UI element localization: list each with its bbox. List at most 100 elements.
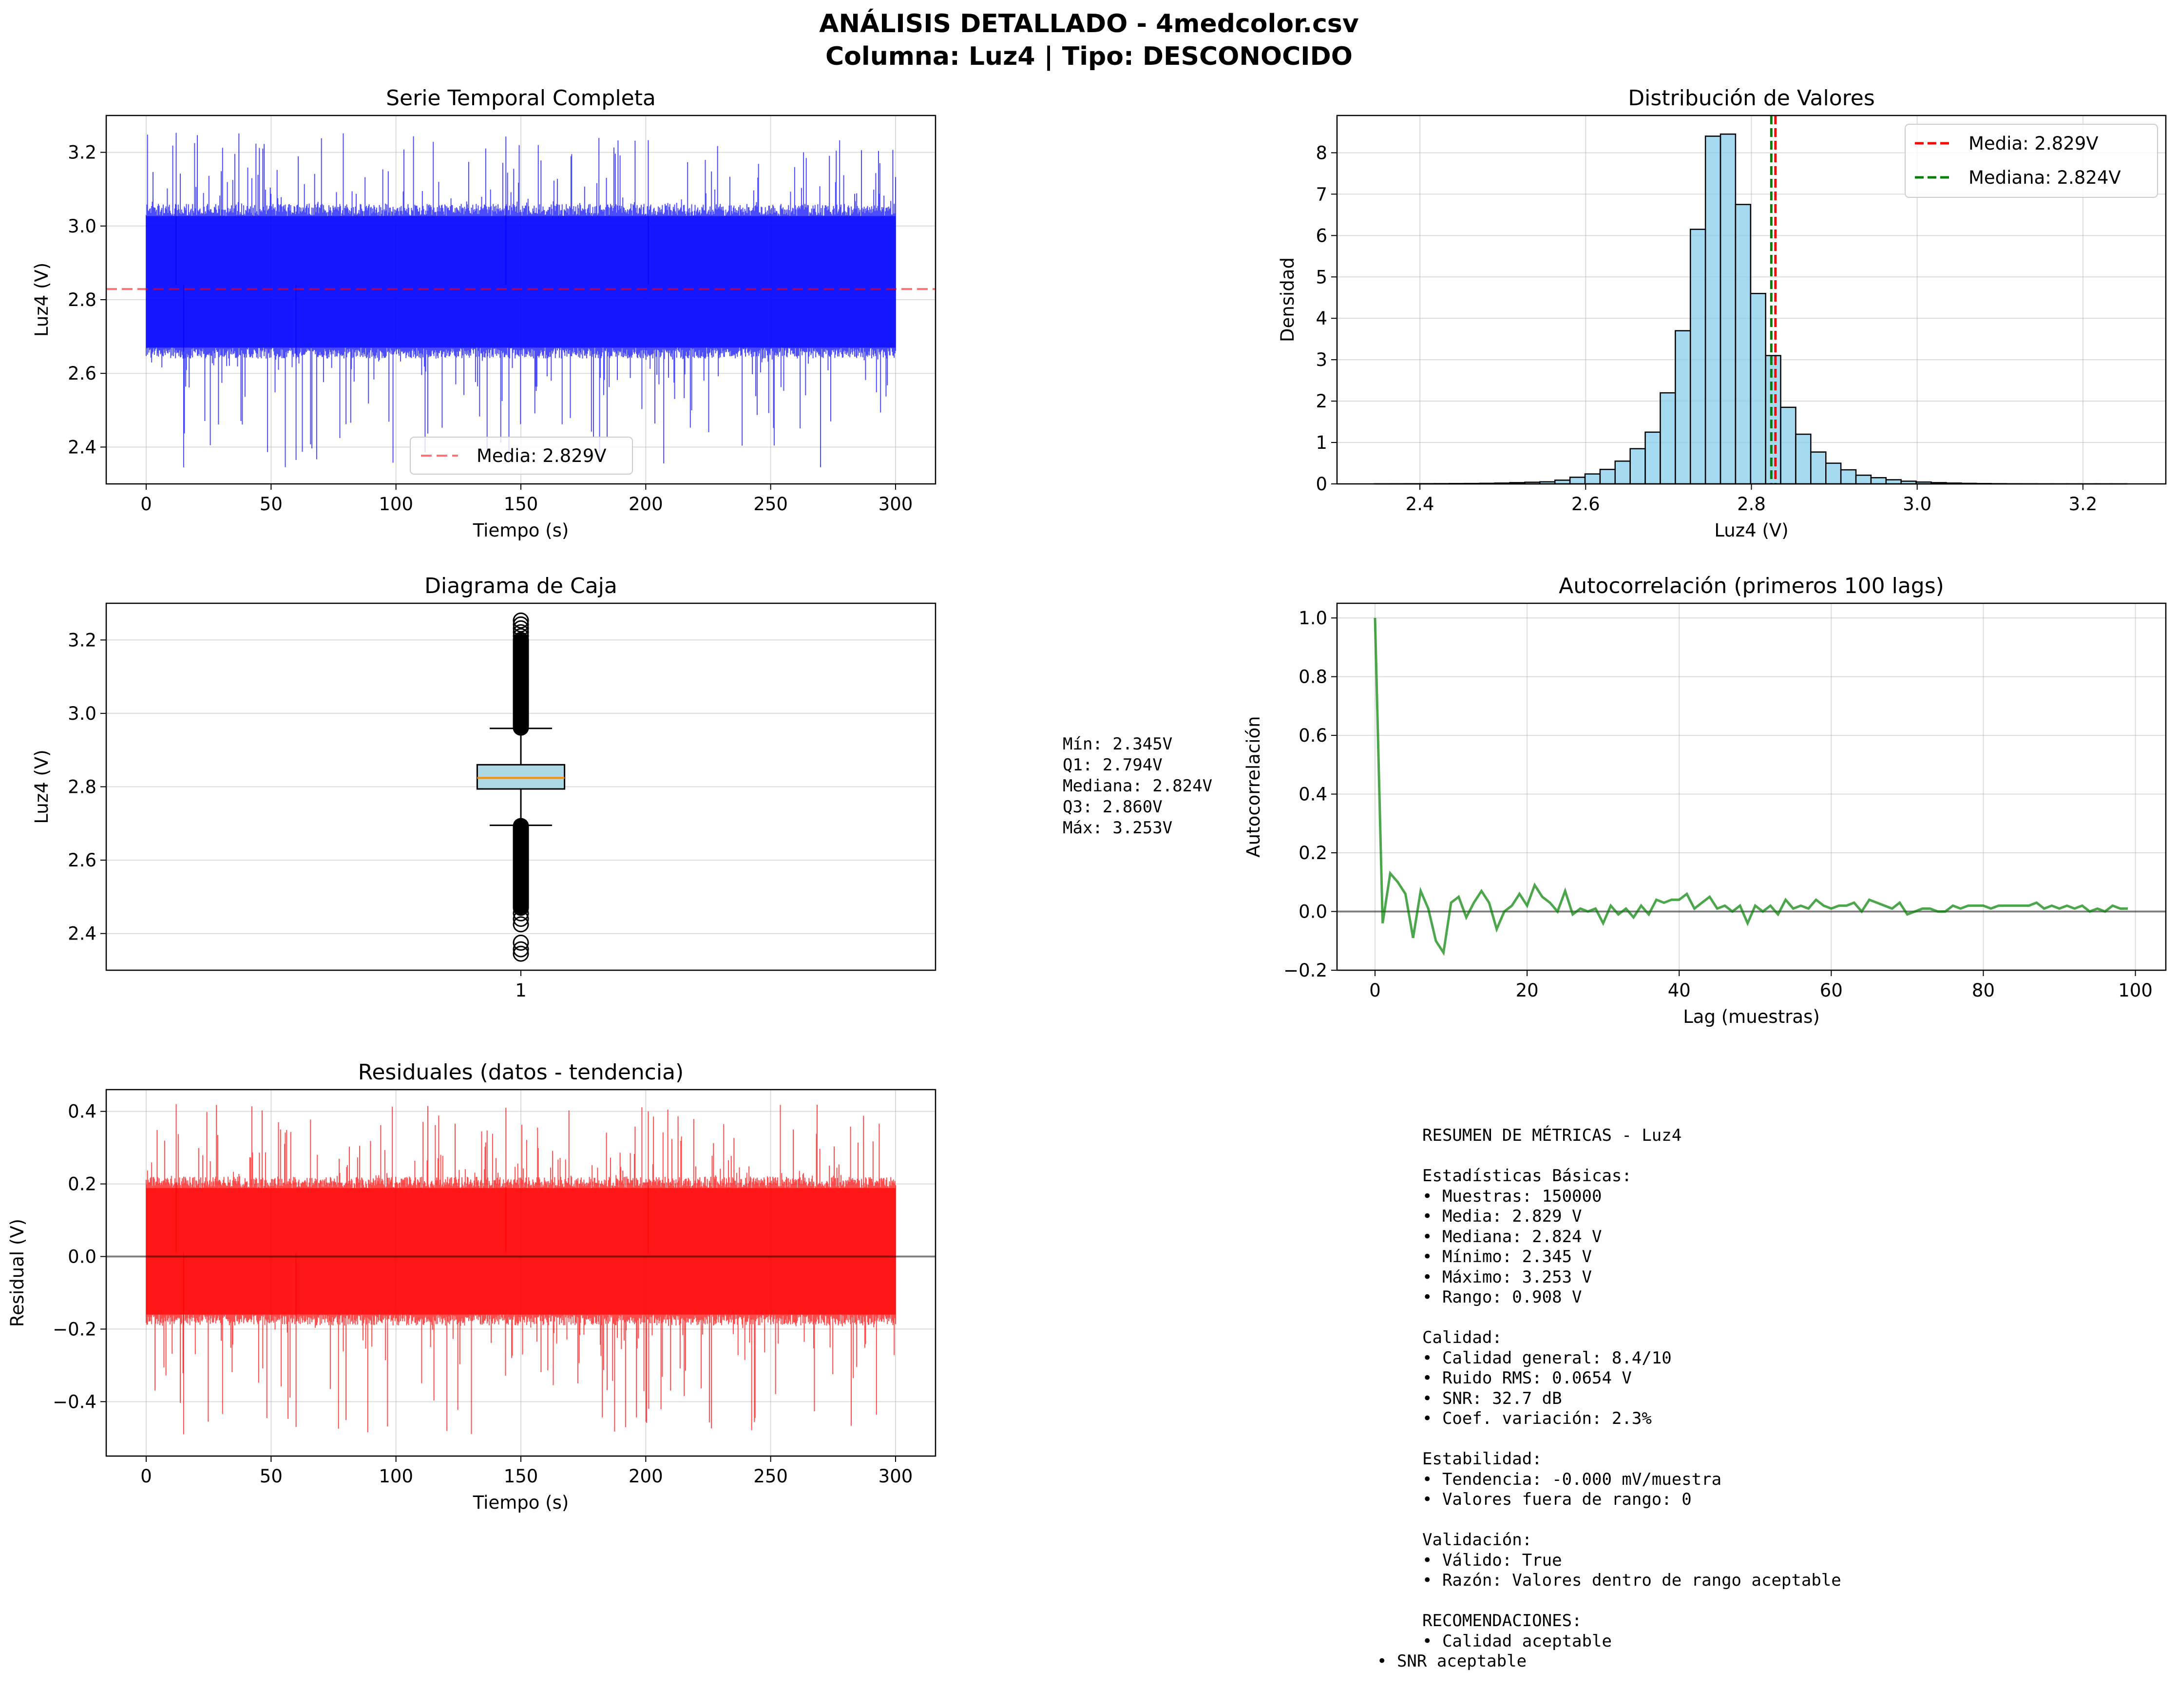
x-tick-label: 0	[140, 1466, 152, 1487]
panel-title: Residuales (datos - tendencia)	[358, 1060, 684, 1085]
histogram-bar	[1675, 330, 1691, 485]
summary-line: • Valores fuera de rango: 0	[1422, 1490, 1692, 1509]
x-tick-label: 150	[504, 1466, 538, 1487]
box-stat-line: Mín: 2.345V	[1063, 734, 1173, 754]
y-tick-label: 1	[1316, 432, 1327, 453]
y-tick-label: 0.2	[68, 1174, 96, 1195]
x-tick-label: 150	[504, 494, 538, 515]
y-tick-label: −0.2	[1283, 960, 1327, 981]
x-tick-label: 250	[753, 1466, 788, 1487]
axes-frame	[105, 115, 936, 485]
outlier-point	[513, 632, 529, 648]
x-tick-label: 20	[1516, 980, 1539, 1001]
axes-frame	[1336, 115, 2167, 485]
autocorrelation-panel: −0.2 0.0 0.2 0.4 0.6 0.8 1.0 0 20 40 60 80 100 Autoco…	[1243, 574, 2167, 1027]
y-tick-label: 2.4	[68, 437, 96, 458]
histogram-panel: 0 1 2 3 4 5 6 7 8 2.4 2.6 2.8 3.0 3.2 Distribución de …	[1277, 86, 2167, 541]
summary-line: Estadísticas Básicas:	[1422, 1166, 1632, 1186]
x-tick-label: 250	[753, 494, 788, 515]
summary-line	[1422, 1429, 1841, 1450]
histogram-bar	[1765, 355, 1781, 485]
series-residual	[146, 1104, 896, 1435]
x-axis-label: Lag (muestras)	[1683, 1006, 1820, 1027]
y-tick-label: 3.2	[68, 630, 96, 651]
summary-line: • Rango: 0.908 V	[1422, 1287, 1582, 1307]
y-tick-label: 0.4	[68, 1101, 96, 1122]
box-stat-line: Q3: 2.860V	[1063, 797, 1163, 817]
boxplot-panel: 2.4 2.6 2.8 3.0 3.2 Diagrama de Caja Luz4 (V) 1	[31, 574, 936, 1001]
x-tick-label: 40	[1668, 980, 1691, 1001]
summary-line: • SNR: 32.7 dB	[1422, 1388, 1562, 1408]
summary-line: Estabilidad:	[1422, 1449, 1542, 1469]
x-tick-label: 3.0	[1903, 494, 1931, 515]
histogram-bar	[1780, 406, 1796, 485]
summary-line: • Calidad general: 8.4/10	[1422, 1348, 1672, 1368]
y-tick-label: 8	[1316, 142, 1327, 163]
outlier-point	[513, 941, 529, 958]
y-tick-label: 7	[1316, 184, 1327, 205]
y-tick-label: 2	[1316, 391, 1327, 412]
outlier-point	[513, 905, 529, 921]
box-stat-line: Máx: 3.253V	[1063, 818, 1173, 838]
summary-line	[1422, 1591, 1841, 1612]
histogram-bar	[1719, 133, 1737, 485]
outliers	[513, 612, 529, 962]
outlier-point	[513, 624, 529, 640]
y-axis-label: Residual (V)	[7, 1219, 28, 1327]
histogram-bar	[1810, 451, 1827, 485]
x-tick-label: 2.6	[1571, 494, 1600, 515]
y-tick-label: 2.6	[68, 850, 96, 871]
outlier-point	[513, 612, 529, 629]
legend-label: Media: 2.829V	[1968, 133, 2099, 154]
y-tick-label: 1.0	[1299, 608, 1327, 629]
summary-line: Validación:	[1422, 1530, 1532, 1550]
y-axis-label: Densidad	[1277, 257, 1298, 342]
box-stat-line: Mediana: 2.824V	[1063, 776, 1213, 796]
series-line	[146, 133, 896, 467]
y-tick-label: 0.0	[1299, 902, 1327, 922]
y-tick-label: 2.8	[68, 289, 96, 310]
summary-line: • Razón: Valores dentro de rango aceptab…	[1422, 1571, 1841, 1590]
time-series-panel: 2.4 2.6 2.8 3.0 3.2 0 50 100 150 200 250 300 Serie T…	[31, 86, 936, 541]
outlier-point	[513, 945, 529, 962]
x-tick-label: 100	[2118, 980, 2153, 1001]
legend-label: Media: 2.829V	[477, 445, 607, 466]
y-axis-label: Luz4 (V)	[31, 263, 52, 337]
histogram-bar	[1660, 392, 1676, 485]
x-axis-label: Tiempo (s)	[473, 1492, 569, 1513]
x-tick-label: 200	[629, 1466, 663, 1487]
legend-box	[410, 437, 633, 475]
outlier-point	[513, 935, 529, 951]
axes-frame	[105, 1089, 936, 1457]
y-tick-label: 3.0	[68, 703, 96, 724]
histogram-bar	[1855, 474, 1872, 485]
summary-line	[1422, 1146, 1841, 1167]
histogram-bar	[1885, 479, 1902, 485]
summary-line: • Ruido RMS: 0.0654 V	[1422, 1368, 1632, 1388]
x-tick-label: 50	[260, 494, 283, 515]
y-axis-label: Autocorrelación	[1243, 716, 1264, 857]
summary-line: RESUMEN DE MÉTRICAS - Luz4	[1422, 1126, 1682, 1145]
x-tick-label: 300	[879, 1466, 913, 1487]
histogram-bar	[1599, 469, 1616, 485]
series-luz4	[146, 133, 896, 467]
y-tick-label: 0.6	[1299, 725, 1327, 746]
x-tick-label: 80	[1972, 980, 1995, 1001]
histogram-bar	[1689, 229, 1706, 485]
axes-frame	[105, 602, 936, 971]
panel-title: Distribución de Valores	[1628, 86, 1875, 111]
residuals-panel: −0.4 −0.2 0.0 0.2 0.4 0 50 100 150 200 250 300 Resid…	[7, 1060, 936, 1513]
y-tick-label: 5	[1316, 267, 1327, 288]
x-axis-label: Luz4 (V)	[1714, 520, 1788, 541]
histogram-bar	[1569, 477, 1586, 485]
x-tick-label: 3.2	[2068, 494, 2097, 515]
x-tick-label: 60	[1820, 980, 1843, 1001]
legend-label: Mediana: 2.824V	[1968, 167, 2121, 188]
summary-line: • Calidad aceptable	[1422, 1631, 1612, 1651]
x-tick-label: 50	[260, 1466, 283, 1487]
outlier-point	[513, 628, 529, 644]
summary-line	[1422, 1510, 1841, 1531]
y-tick-label: 3.2	[68, 142, 96, 163]
y-tick-label: 0.0	[68, 1246, 96, 1267]
